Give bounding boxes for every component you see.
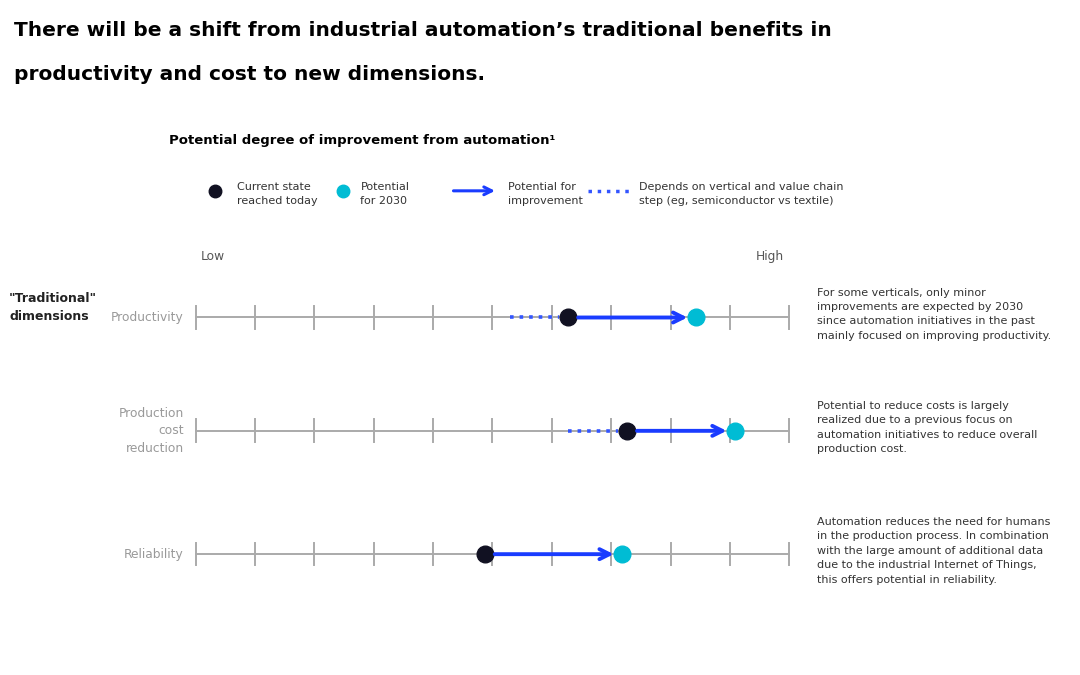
Text: Reliability: Reliability [124,547,184,561]
Text: Low: Low [201,250,225,263]
Text: High: High [756,250,784,263]
Text: Productivity: Productivity [111,311,184,324]
Text: Potential
for 2030: Potential for 2030 [361,182,409,206]
Text: Automation reduces the need for humans
in the production process. In combination: Automation reduces the need for humans i… [816,517,1050,585]
Text: There will be a shift from industrial automation’s traditional benefits in: There will be a shift from industrial au… [14,21,832,40]
Text: Potential degree of improvement from automation¹: Potential degree of improvement from aut… [170,134,555,147]
Text: productivity and cost to new dimensions.: productivity and cost to new dimensions. [14,65,485,84]
Text: Depends on vertical and value chain
step (eg, semiconductor vs textile): Depends on vertical and value chain step… [639,182,843,206]
Text: "Traditional"
dimensions: "Traditional" dimensions [9,292,97,323]
Text: Potential to reduce costs is largely
realized due to a previous focus on
automat: Potential to reduce costs is largely rea… [816,401,1037,454]
Text: Current state
reached today: Current state reached today [237,182,318,206]
Text: Production
cost
reduction: Production cost reduction [119,407,184,455]
Text: Potential for
improvement: Potential for improvement [508,182,582,206]
Text: For some verticals, only minor
improvements are expected by 2030
since automatio: For some verticals, only minor improveme… [816,288,1051,341]
